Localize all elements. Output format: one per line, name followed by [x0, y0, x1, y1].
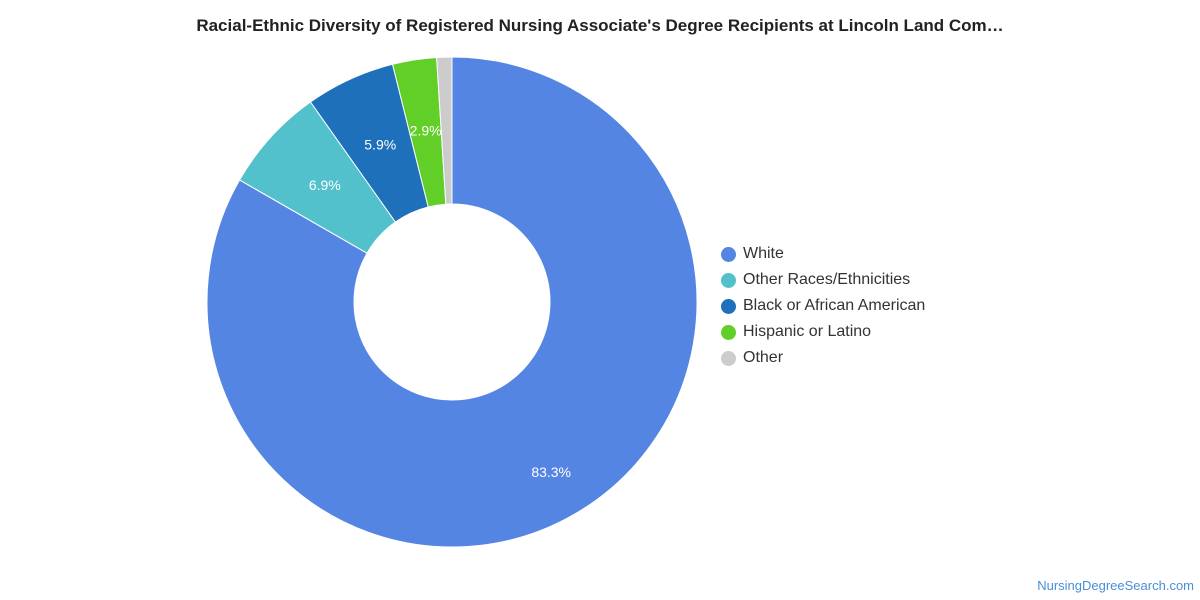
slice-other[interactable] [436, 56, 453, 205]
legend-item[interactable]: Black or African American [721, 293, 925, 319]
chart-title: Racial-Ethnic Diversity of Registered Nu… [196, 16, 1004, 35]
slice-value-label: 5.9% [364, 136, 396, 152]
legend-swatch [721, 324, 736, 340]
legend-swatch [721, 298, 736, 314]
legend-item[interactable]: Other Races/Ethnicities [721, 267, 925, 293]
legend-item[interactable]: White [721, 241, 925, 267]
legend-swatch [721, 350, 736, 366]
legend-label: Other Races/Ethnicities [743, 271, 911, 288]
chart-legend: White Other Races/Ethnicities Black or Afr… [721, 241, 925, 371]
source-credit-link[interactable]: NursingDegreeSearch.com [1037, 578, 1194, 593]
slice-white[interactable] [206, 56, 698, 548]
slice-value-label: 6.9% [309, 177, 341, 193]
legend-swatch [721, 272, 736, 288]
legend-swatch [721, 246, 736, 262]
legend-label: Black or African American [743, 297, 926, 314]
legend-label: Hispanic or Latino [743, 323, 872, 340]
legend-label: Other [743, 349, 784, 366]
legend-label: White [743, 245, 784, 262]
legend-item[interactable]: Hispanic or Latino [721, 319, 925, 345]
slice-value-label: 2.9% [410, 123, 442, 139]
slice-value-label: 83.3% [531, 464, 571, 480]
legend-item[interactable]: Other [721, 345, 925, 371]
